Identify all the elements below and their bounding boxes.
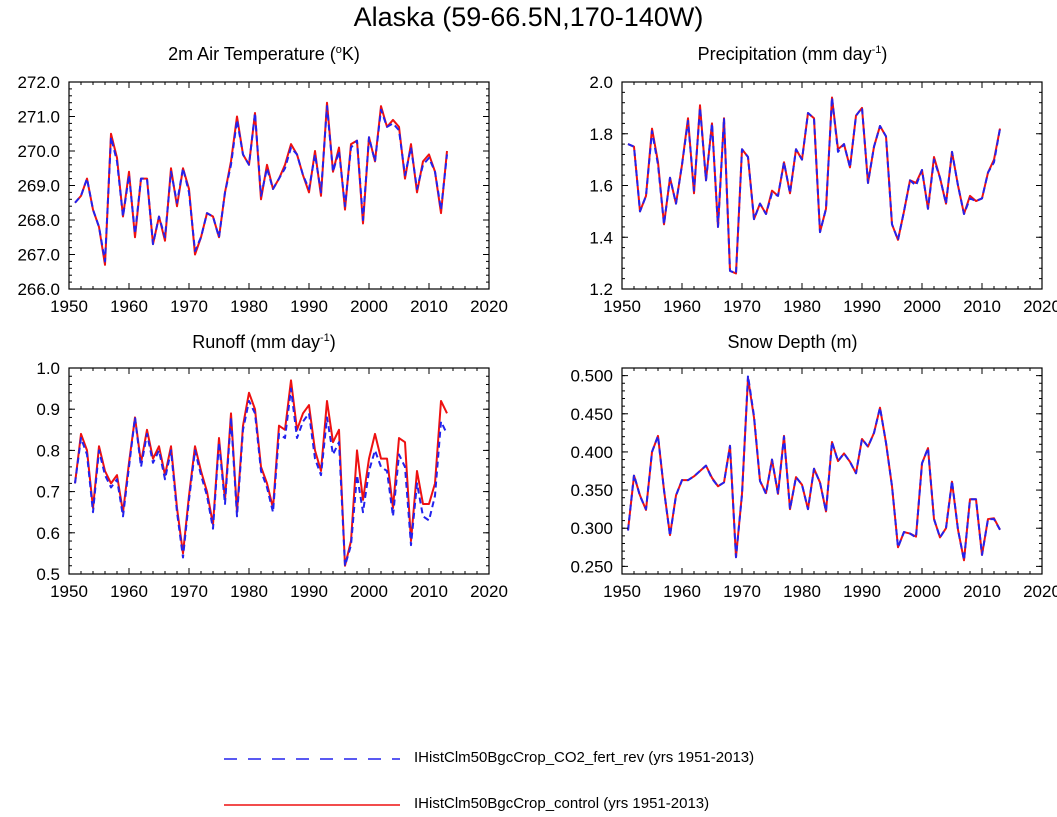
x-tick-label-runoff: 1980 xyxy=(230,582,268,601)
plot-frame-runoff xyxy=(68,367,490,575)
page-title: Alaska (59-66.5N,170-140W) xyxy=(353,2,704,32)
y-tick-label-temperature: 268.0 xyxy=(17,211,60,230)
x-tick-label-precipitation: 1950 xyxy=(603,297,641,316)
plot-frame-snow xyxy=(621,367,1043,575)
x-tick-label-snow: 1970 xyxy=(723,582,761,601)
x-tick-label-snow: 1990 xyxy=(843,582,881,601)
x-tick-label-snow: 1950 xyxy=(603,582,641,601)
y-tick-label-temperature: 269.0 xyxy=(17,177,60,196)
panel-snow-depth: Snow Depth (m) xyxy=(528,332,1057,628)
y-tick-label-temperature: 266.0 xyxy=(17,280,60,299)
x-tick-label-snow: 2010 xyxy=(963,582,1001,601)
y-tick-label-temperature: 271.0 xyxy=(17,108,60,127)
y-tick-label-runoff: 0.7 xyxy=(36,483,60,502)
x-tick-label-snow: 1960 xyxy=(663,582,701,601)
x-tick-label-precipitation: 1980 xyxy=(783,297,821,316)
panel-title-precipitation: Precipitation (mm day-1) xyxy=(697,44,888,64)
x-tick-label-precipitation: 1990 xyxy=(843,297,881,316)
x-tick-label-precipitation: 2020 xyxy=(1023,297,1057,316)
x-tick-label-runoff: 1970 xyxy=(170,582,208,601)
series-line-snow-dashed xyxy=(627,374,1001,562)
x-tick-label-precipitation: 1970 xyxy=(723,297,761,316)
x-tick-label-snow: 2000 xyxy=(903,582,941,601)
y-tick-label-snow: 0.300 xyxy=(570,519,613,538)
y-tick-label-precipitation: 1.8 xyxy=(589,125,613,144)
panel-precipitation: Precipitation (mm day-1) xyxy=(528,44,1057,340)
y-tick-label-runoff: 0.6 xyxy=(36,524,60,543)
x-tick-label-precipitation: 1960 xyxy=(663,297,701,316)
x-tick-label-snow: 1980 xyxy=(783,582,821,601)
y-tick-label-snow: 0.350 xyxy=(570,481,613,500)
series-line-precipitation-dashed xyxy=(627,96,1001,275)
y-tick-label-runoff: 0.8 xyxy=(36,441,60,460)
x-tick-label-runoff: 1950 xyxy=(50,582,88,601)
y-tick-label-snow: 0.400 xyxy=(570,443,613,462)
x-tick-label-runoff: 1990 xyxy=(290,582,328,601)
x-tick-label-temperature: 2020 xyxy=(470,297,508,316)
panel-temperature: 2m Air Temperature (oK) xyxy=(0,44,528,340)
panel-title-runoff: Runoff (mm day-1) xyxy=(192,332,336,352)
y-tick-label-temperature: 270.0 xyxy=(17,142,60,161)
x-tick-label-temperature: 1960 xyxy=(110,297,148,316)
x-tick-label-runoff: 2000 xyxy=(350,582,388,601)
x-tick-label-temperature: 1990 xyxy=(290,297,328,316)
y-tick-label-temperature: 267.0 xyxy=(17,246,60,265)
x-tick-label-runoff: 1960 xyxy=(110,582,148,601)
x-tick-label-runoff: 2010 xyxy=(410,582,448,601)
panel-title-snow-depth: Snow Depth (m) xyxy=(727,332,858,352)
y-tick-label-snow: 0.250 xyxy=(570,557,613,576)
x-tick-label-temperature: 2010 xyxy=(410,297,448,316)
series-line-runoff-dashed xyxy=(74,387,448,567)
y-tick-label-runoff: 0.9 xyxy=(36,400,60,419)
x-tick-label-precipitation: 2010 xyxy=(963,297,1001,316)
x-tick-label-precipitation: 2000 xyxy=(903,297,941,316)
y-tick-label-runoff: 0.5 xyxy=(36,565,60,584)
x-tick-label-temperature: 1980 xyxy=(230,297,268,316)
y-tick-label-precipitation: 1.6 xyxy=(589,177,613,196)
y-tick-label-snow: 0.450 xyxy=(570,405,613,424)
y-tick-label-snow: 0.500 xyxy=(570,367,613,386)
x-tick-label-temperature: 2000 xyxy=(350,297,388,316)
y-tick-label-precipitation: 2.0 xyxy=(589,73,613,92)
x-tick-label-temperature: 1970 xyxy=(170,297,208,316)
y-tick-label-precipitation: 1.4 xyxy=(589,228,613,247)
x-tick-label-snow: 2020 xyxy=(1023,582,1057,601)
series-line-temperature-dashed xyxy=(74,105,448,263)
y-tick-label-precipitation: 1.2 xyxy=(589,280,613,299)
panel-title-temperature: 2m Air Temperature (oK) xyxy=(168,44,360,64)
x-tick-label-runoff: 2020 xyxy=(470,582,508,601)
plot-frame-temperature xyxy=(68,81,490,290)
panel-runoff: Runoff (mm day-1) xyxy=(0,332,528,628)
series-line-temperature-solid xyxy=(74,101,448,266)
x-tick-label-temperature: 1950 xyxy=(50,297,88,316)
y-tick-label-runoff: 1.0 xyxy=(36,359,60,378)
y-tick-label-temperature: 272.0 xyxy=(17,73,60,92)
